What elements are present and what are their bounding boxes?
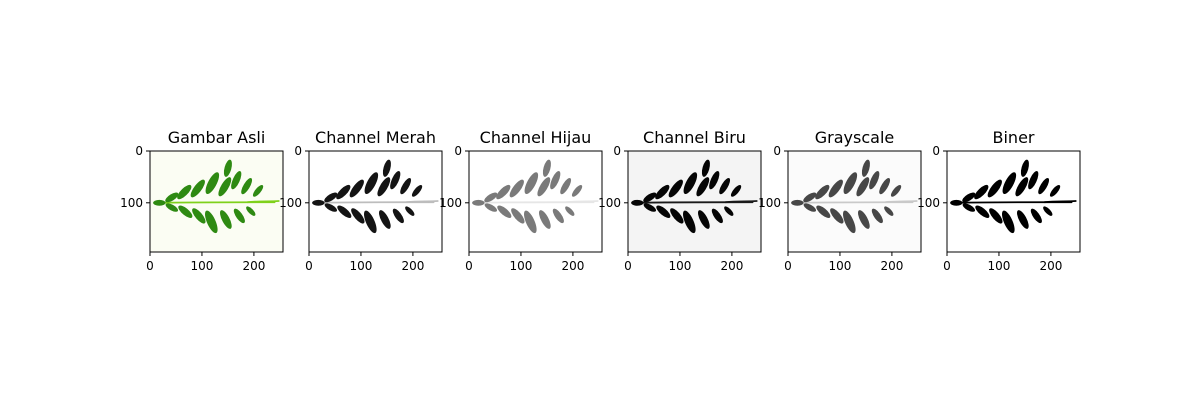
panel-title: Biner (993, 128, 1035, 147)
axes-frame (149, 150, 284, 253)
y-tick-label: 0 (294, 144, 302, 158)
x-tick-label: 0 (943, 259, 951, 273)
x-tick-label: 0 (146, 259, 154, 273)
panel-title: Gambar Asli (168, 128, 266, 147)
panel-5: Grayscale 0 100 200 0 100 (758, 128, 922, 273)
y-tick-label: 100 (917, 196, 940, 210)
x-tick-label: 0 (624, 259, 632, 273)
panel-title: Channel Biru (643, 128, 746, 147)
x-tick-label: 200 (720, 259, 743, 273)
panel-4: Channel Biru 0 100 200 0 100 (598, 128, 762, 273)
y-tick-label: 100 (758, 196, 781, 210)
axes-frame (787, 150, 922, 253)
x-tick-label: 0 (784, 259, 792, 273)
panel-title: Channel Hijau (480, 128, 592, 147)
x-tick-label: 100 (510, 259, 533, 273)
y-tick-label: 100 (439, 196, 462, 210)
x-tick-label: 100 (829, 259, 852, 273)
y-tick-label: 0 (932, 144, 940, 158)
y-tick-label: 0 (613, 144, 621, 158)
y-tick-label: 0 (454, 144, 462, 158)
x-tick-label: 100 (350, 259, 373, 273)
x-tick-label: 200 (401, 259, 424, 273)
x-tick-label: 0 (465, 259, 473, 273)
x-tick-label: 200 (242, 259, 265, 273)
axes-frame (468, 150, 603, 253)
panel-1: Gambar Asli 0 100 200 0 100 (120, 128, 284, 273)
panel-3: Channel Hijau 0 100 200 0 100 (439, 128, 603, 273)
y-tick-label: 0 (773, 144, 781, 158)
axes-frame (308, 150, 443, 253)
x-tick-label: 100 (988, 259, 1011, 273)
x-tick-label: 200 (561, 259, 584, 273)
x-tick-label: 200 (1039, 259, 1062, 273)
panel-2: Channel Merah 0 100 200 0 100 (279, 128, 443, 273)
x-tick-label: 0 (305, 259, 313, 273)
panel-title: Grayscale (815, 128, 894, 147)
panel-title: Channel Merah (315, 128, 436, 147)
y-tick-label: 100 (120, 196, 143, 210)
x-tick-label: 100 (191, 259, 214, 273)
panel-6: Biner 0 100 200 0 100 (917, 128, 1081, 273)
axes-frame (627, 150, 762, 253)
y-tick-label: 100 (598, 196, 621, 210)
x-tick-label: 200 (880, 259, 903, 273)
x-tick-label: 100 (669, 259, 692, 273)
axes-frame (946, 150, 1081, 253)
y-tick-label: 0 (135, 144, 143, 158)
y-tick-label: 100 (279, 196, 302, 210)
